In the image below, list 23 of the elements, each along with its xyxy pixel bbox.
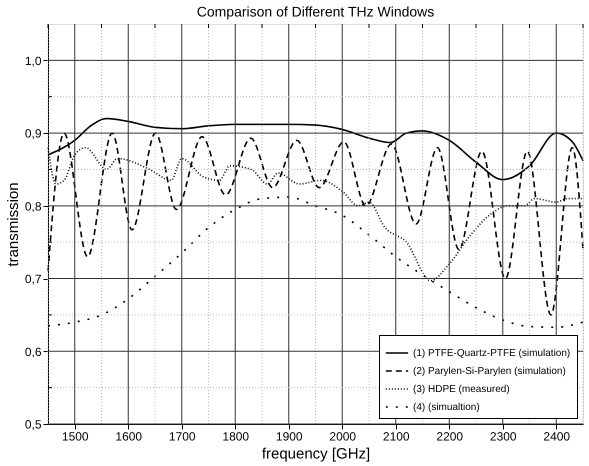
y-axis-title: transmission <box>4 182 22 267</box>
x-tick-label: 1700 <box>168 430 196 444</box>
legend-label: (3) HDPE (measured) <box>413 384 510 395</box>
x-axis-title: frequency [GHz] <box>262 446 370 462</box>
x-tick-label: 2100 <box>382 430 410 444</box>
legend-label: (4) (simualtion) <box>413 402 480 413</box>
x-tick-label: 2200 <box>436 430 464 444</box>
y-tick-label: 0,5 <box>24 418 42 432</box>
x-tick-label: 1900 <box>276 430 303 444</box>
y-tick-label: 0,7 <box>24 272 42 286</box>
legend-label: (1) PTFE-Quartz-PTFE (simulation) <box>413 348 570 359</box>
x-tick-label: 1600 <box>115 430 142 444</box>
x-tick-label: 2400 <box>543 430 570 444</box>
y-tick-label: 0,6 <box>24 344 42 359</box>
y-tick-label: 1,0 <box>24 54 42 68</box>
x-tick-label: 1500 <box>62 430 89 444</box>
legend-label: (2) Parylen-Si-Parylen (simulation) <box>413 366 566 377</box>
y-tick-label: 0,9 <box>24 126 42 141</box>
chart-title: Comparison of Different THz Windows <box>196 4 434 20</box>
x-tick-label: 2300 <box>490 430 517 444</box>
x-tick-label: 2000 <box>329 430 356 444</box>
x-tick-label: 1800 <box>222 430 250 444</box>
y-tick-label: 0,8 <box>24 199 42 214</box>
